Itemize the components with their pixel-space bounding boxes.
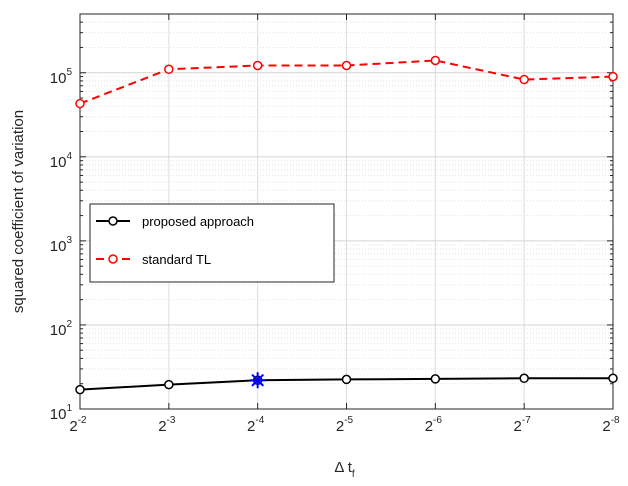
y-tick-label: 104 <box>50 151 73 171</box>
x-tick-label: 2-6 <box>425 415 443 435</box>
data-point <box>164 64 174 75</box>
legend-box <box>89 203 335 283</box>
data-point <box>341 60 352 71</box>
data-point <box>252 60 263 71</box>
y-tick-label: 103 <box>50 235 73 255</box>
legend-label: standard TL <box>142 252 211 267</box>
data-point <box>164 379 174 390</box>
y-tick-label: 105 <box>50 67 73 87</box>
data-point <box>430 374 441 384</box>
star-marker <box>249 372 266 389</box>
legend-label: proposed approach <box>142 214 254 229</box>
x-axis-label: Δ tf <box>334 459 355 480</box>
x-tick-label: 2-3 <box>158 415 176 435</box>
data-point <box>608 71 618 82</box>
data-point <box>608 373 618 384</box>
x-tick-label: 2-7 <box>514 415 532 435</box>
legend-marker <box>108 254 118 264</box>
x-tick-label: 2-5 <box>336 415 354 435</box>
y-tick-label: 102 <box>50 319 73 339</box>
y-axis-label: squared coefficient of variation <box>10 110 27 313</box>
data-point <box>519 74 529 85</box>
data-point <box>430 55 441 66</box>
x-tick-label: 2-8 <box>602 415 620 435</box>
y-tick-label: 101 <box>50 403 73 423</box>
series-group <box>75 55 618 395</box>
x-tick-label: 2-2 <box>69 415 87 435</box>
legend-marker <box>108 216 118 226</box>
data-point <box>75 98 85 109</box>
star-stroke <box>251 373 265 387</box>
data-point <box>341 374 352 385</box>
legend: proposed approach standard TL <box>89 203 335 283</box>
data-point <box>519 373 529 384</box>
data-point <box>75 384 85 395</box>
x-tick-label: 2-4 <box>247 415 265 435</box>
axis-ticks: 101 102 103 104 105 2-2 2-3 2-4 2-5 2-6 2-7 2-8 <box>50 13 620 435</box>
